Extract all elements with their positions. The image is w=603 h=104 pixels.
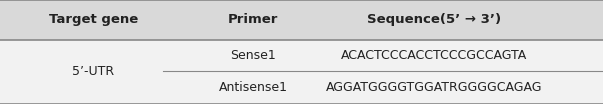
Text: Sequence(5’ → 3’): Sequence(5’ → 3’): [367, 13, 501, 26]
Text: Primer: Primer: [228, 13, 279, 26]
Text: AGGATGGGGTGGATRGGGGCAGAG: AGGATGGGGTGGATRGGGGCAGAG: [326, 81, 543, 94]
Text: ACACTCCCACCTCCCGCCAGTA: ACACTCCCACCTCCCGCCAGTA: [341, 49, 527, 62]
Text: 5’-UTR: 5’-UTR: [72, 65, 115, 78]
Bar: [0, 0, 603, 40]
Text: Antisense1: Antisense1: [219, 81, 288, 94]
Text: Sense1: Sense1: [230, 49, 276, 62]
Text: Target gene: Target gene: [49, 13, 138, 26]
